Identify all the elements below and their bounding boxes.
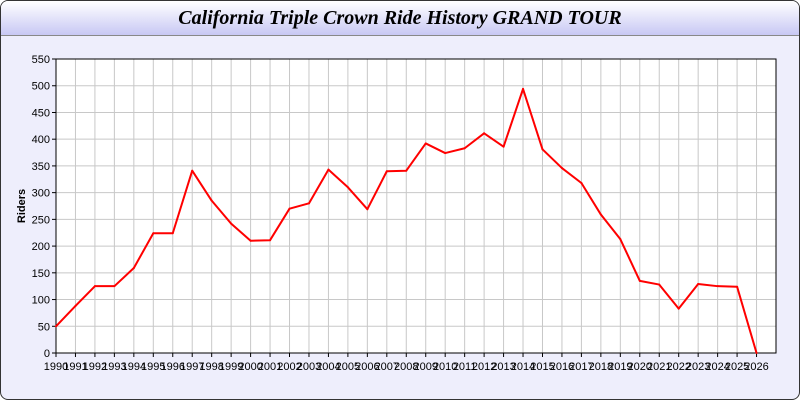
data-point xyxy=(249,239,252,242)
data-point xyxy=(74,304,77,307)
data-point xyxy=(619,238,622,241)
plot-border xyxy=(55,58,777,354)
x-tick-label: 2002 xyxy=(277,361,301,373)
x-tick-label: 1990 xyxy=(44,361,68,373)
x-tick-label: 2021 xyxy=(647,361,671,373)
data-point xyxy=(210,199,213,202)
data-point xyxy=(541,148,544,151)
y-tick-label: 250 xyxy=(32,214,50,226)
data-point xyxy=(152,232,155,235)
x-tick-label: 2026 xyxy=(744,361,768,373)
x-tick-label: 2018 xyxy=(589,361,613,373)
x-tick-label: 1995 xyxy=(141,361,165,373)
data-point xyxy=(599,213,602,216)
data-point xyxy=(269,239,272,242)
data-point xyxy=(191,169,194,172)
x-tick-label: 2013 xyxy=(491,361,515,373)
data-point xyxy=(93,285,96,288)
y-tick-label: 450 xyxy=(32,107,50,119)
data-point xyxy=(463,147,466,150)
y-tick-label: 400 xyxy=(32,134,50,146)
x-tick-label: 2009 xyxy=(413,361,437,373)
y-tick-label: 0 xyxy=(44,348,50,360)
data-point xyxy=(55,325,57,328)
title-bar: California Triple Crown Ride History GRA… xyxy=(1,1,799,36)
x-tick-label: 2012 xyxy=(472,361,496,373)
x-tick-label: 1991 xyxy=(63,361,87,373)
data-point xyxy=(638,279,641,282)
x-tick-label: 2024 xyxy=(705,361,729,373)
x-tick-label: 2015 xyxy=(530,361,554,373)
x-tick-label: 1999 xyxy=(219,361,243,373)
x-tick-label: 2006 xyxy=(355,361,379,373)
data-point xyxy=(171,232,174,235)
data-point xyxy=(716,285,719,288)
y-tick-label: 500 xyxy=(32,81,50,93)
x-tick-label: 2011 xyxy=(453,361,477,373)
x-tick-label: 2022 xyxy=(666,361,690,373)
x-tick-label: 2008 xyxy=(394,361,418,373)
data-point xyxy=(366,208,369,211)
data-point xyxy=(560,167,563,170)
y-tick-label: 300 xyxy=(32,188,50,200)
data-point xyxy=(288,207,291,210)
x-tick-label: 2016 xyxy=(550,361,574,373)
data-point xyxy=(405,169,408,172)
chart-title: California Triple Crown Ride History GRA… xyxy=(178,7,622,29)
x-tick-label: 2005 xyxy=(336,361,360,373)
data-point xyxy=(483,132,486,135)
data-point xyxy=(327,168,330,171)
y-axis-label: Riders xyxy=(16,189,28,223)
x-tick-label: 1998 xyxy=(199,361,223,373)
x-tick-label: 1992 xyxy=(83,361,107,373)
y-tick-label: 50 xyxy=(38,321,50,333)
x-tick-label: 2017 xyxy=(569,361,593,373)
data-point xyxy=(522,87,525,90)
data-point xyxy=(230,222,233,225)
y-tick-label: 100 xyxy=(32,295,50,307)
x-tick-label: 2019 xyxy=(608,361,632,373)
y-tick-label: 550 xyxy=(32,54,50,66)
data-point xyxy=(502,145,505,148)
data-point xyxy=(677,307,680,310)
x-tick-label: 2014 xyxy=(511,361,535,373)
x-tick-label: 1997 xyxy=(180,361,204,373)
data-point xyxy=(132,267,135,270)
x-tick-label: 1993 xyxy=(102,361,126,373)
x-tick-label: 2020 xyxy=(628,361,652,373)
data-point xyxy=(113,285,116,288)
x-tick-label: 2001 xyxy=(258,361,282,373)
x-tick-label: 2010 xyxy=(433,361,457,373)
data-point xyxy=(580,182,583,185)
data-point xyxy=(736,285,739,288)
x-tick-label: 2000 xyxy=(238,361,262,373)
data-point xyxy=(444,152,447,155)
data-point xyxy=(755,352,758,354)
x-tick-label: 2007 xyxy=(375,361,399,373)
data-point xyxy=(658,283,661,286)
plot-area xyxy=(56,59,776,353)
x-tick-label: 1994 xyxy=(122,361,146,373)
y-tick-label: 200 xyxy=(32,241,50,253)
data-point xyxy=(346,186,349,189)
data-point xyxy=(424,142,427,145)
x-tick-label: 2023 xyxy=(686,361,710,373)
x-tick-label: 2004 xyxy=(316,361,340,373)
data-point xyxy=(307,202,310,205)
x-tick-label: 2003 xyxy=(297,361,321,373)
data-point xyxy=(697,283,700,286)
x-tick-label: 2025 xyxy=(725,361,749,373)
y-tick-label: 150 xyxy=(32,268,50,280)
data-point xyxy=(385,170,388,173)
y-tick-label: 350 xyxy=(32,161,50,173)
x-tick-label: 1996 xyxy=(161,361,185,373)
